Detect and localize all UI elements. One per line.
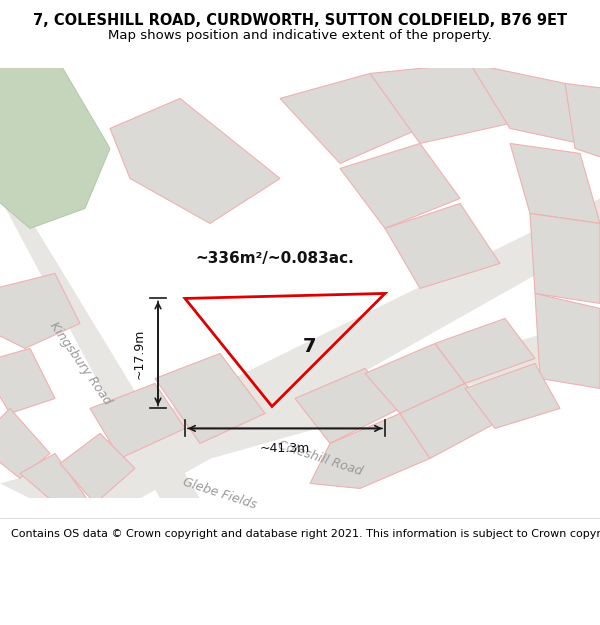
- Polygon shape: [385, 204, 500, 289]
- Text: Map shows position and indicative extent of the property.: Map shows position and indicative extent…: [108, 29, 492, 42]
- Polygon shape: [535, 294, 600, 388]
- Polygon shape: [0, 348, 55, 413]
- Text: Contains OS data © Crown copyright and database right 2021. This information is : Contains OS data © Crown copyright and d…: [11, 529, 600, 539]
- Polygon shape: [0, 148, 200, 498]
- Polygon shape: [310, 413, 430, 488]
- Text: ~41.3m: ~41.3m: [260, 442, 310, 456]
- Polygon shape: [435, 318, 535, 383]
- Polygon shape: [510, 143, 600, 223]
- Polygon shape: [370, 63, 510, 143]
- Polygon shape: [0, 318, 600, 498]
- Polygon shape: [20, 453, 90, 503]
- Polygon shape: [0, 63, 110, 228]
- Polygon shape: [0, 274, 80, 348]
- Polygon shape: [530, 213, 600, 303]
- Text: ~17.9m: ~17.9m: [133, 328, 146, 379]
- Polygon shape: [340, 143, 460, 228]
- Polygon shape: [155, 353, 265, 443]
- Polygon shape: [280, 73, 420, 163]
- Text: ~336m²/~0.083ac.: ~336m²/~0.083ac.: [195, 251, 354, 266]
- Polygon shape: [565, 83, 600, 158]
- Text: 7: 7: [303, 337, 317, 356]
- Polygon shape: [60, 433, 135, 503]
- Polygon shape: [400, 383, 495, 458]
- Polygon shape: [465, 363, 560, 428]
- Polygon shape: [110, 98, 280, 223]
- Text: Kingsbury Road: Kingsbury Road: [47, 319, 113, 408]
- Polygon shape: [365, 343, 465, 413]
- Polygon shape: [60, 199, 600, 498]
- Polygon shape: [0, 409, 50, 478]
- Text: Coleshill Road: Coleshill Road: [276, 439, 364, 478]
- Polygon shape: [90, 383, 185, 458]
- Polygon shape: [295, 368, 400, 443]
- Text: 7, COLESHILL ROAD, CURDWORTH, SUTTON COLDFIELD, B76 9ET: 7, COLESHILL ROAD, CURDWORTH, SUTTON COL…: [33, 12, 567, 28]
- Polygon shape: [470, 63, 580, 143]
- Text: Glebe Fields: Glebe Fields: [181, 476, 259, 511]
